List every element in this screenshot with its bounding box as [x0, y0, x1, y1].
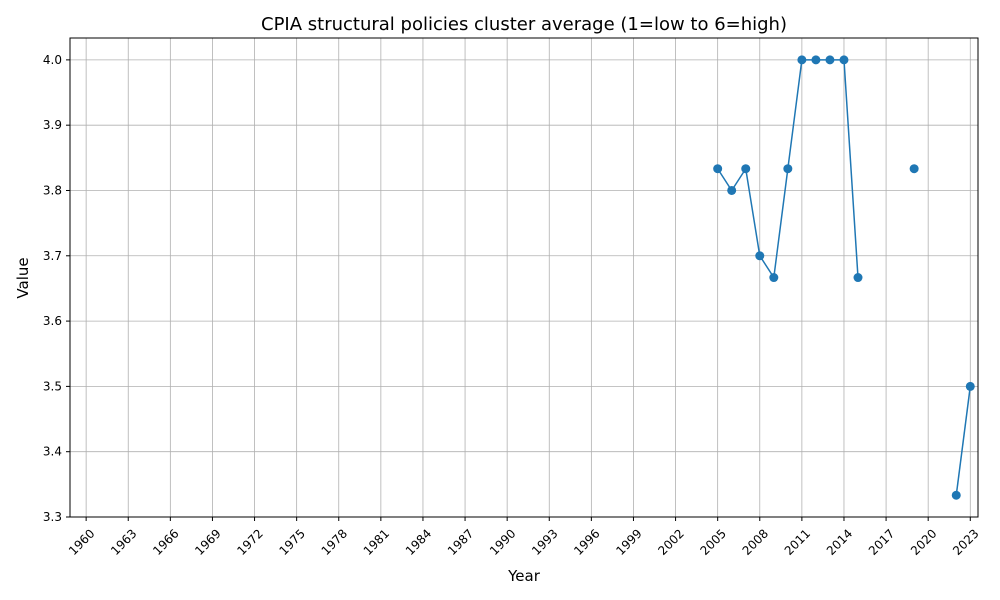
x-tick-label: 1981 [361, 526, 392, 557]
data-point [783, 164, 793, 174]
series-layer [713, 55, 975, 500]
y-tick-label: 3.7 [43, 249, 62, 263]
chart-title: CPIA structural policies cluster average… [261, 14, 787, 35]
x-tick-label: 1987 [445, 526, 476, 557]
data-point [853, 273, 863, 283]
y-tick-label: 3.5 [43, 379, 62, 393]
x-tick-label: 2014 [824, 526, 855, 557]
data-point [797, 55, 807, 65]
y-tick-label: 3.8 [43, 183, 62, 197]
x-tick-label: 2011 [782, 526, 813, 557]
x-axis: 1960 1963 1966 1969 1972 1975 1978 1981 1984 1987… [66, 517, 982, 558]
x-tick-label: 2023 [950, 526, 981, 557]
y-tick-label: 3.4 [43, 445, 62, 459]
x-tick-label: 2020 [908, 526, 939, 557]
y-tick-label: 3.9 [43, 118, 62, 132]
data-point [965, 381, 975, 391]
data-point [741, 164, 751, 174]
x-tick-label: 2008 [740, 526, 771, 557]
x-tick-label: 1960 [66, 526, 97, 557]
y-axis: 3.3 3.4 3.5 3.6 3.7 3.8 3.9 4.0 [43, 53, 70, 524]
x-axis-label: Year [507, 567, 541, 585]
x-tick-label: 1972 [234, 526, 265, 557]
data-point [811, 55, 821, 65]
y-tick-label: 4.0 [43, 53, 62, 67]
data-point [909, 164, 919, 174]
grid [70, 38, 978, 518]
x-tick-label: 1978 [319, 526, 350, 557]
x-tick-label: 1999 [613, 526, 644, 557]
x-tick-label: 1993 [529, 526, 560, 557]
plot-frame [69, 37, 979, 518]
data-point [755, 251, 765, 261]
y-axis-label: Value [14, 257, 32, 298]
data-point [825, 55, 835, 65]
x-tick-label: 1975 [276, 526, 307, 557]
x-tick-label: 2005 [698, 526, 729, 557]
data-point [951, 490, 961, 500]
data-point [713, 164, 723, 174]
series-line [955, 386, 972, 496]
x-tick-label: 1996 [571, 526, 602, 557]
x-tick-label: 1966 [150, 526, 181, 557]
x-tick-label: 2002 [655, 526, 686, 557]
y-tick-label: 3.3 [43, 510, 62, 524]
data-point [769, 273, 779, 283]
x-tick-label: 1990 [487, 526, 518, 557]
x-tick-label: 1984 [403, 526, 434, 557]
y-tick-label: 3.6 [43, 314, 62, 328]
x-tick-label: 1963 [108, 526, 139, 557]
x-tick-label: 2017 [866, 526, 897, 557]
data-point [727, 185, 737, 195]
x-tick-label: 1969 [192, 526, 223, 557]
data-point [839, 55, 849, 65]
